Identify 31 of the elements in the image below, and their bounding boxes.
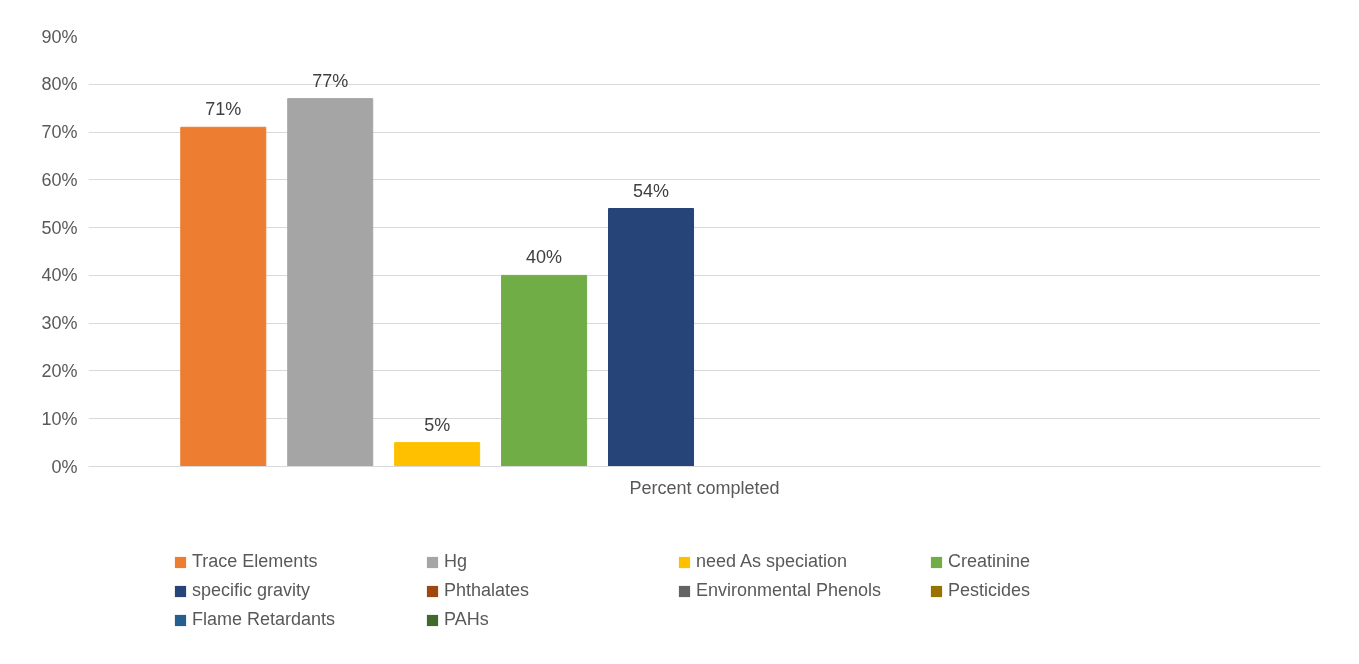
bar xyxy=(287,98,374,467)
legend-label: Environmental Phenols xyxy=(696,580,883,601)
legend-label: specific gravity xyxy=(192,580,312,601)
bar xyxy=(394,442,481,467)
y-tick-label: 90% xyxy=(41,26,78,47)
legend-label: Trace Elements xyxy=(192,551,319,572)
y-tick-label: 80% xyxy=(41,74,78,95)
y-tick-label: 0% xyxy=(51,456,78,477)
y-tick-label: 10% xyxy=(41,408,78,429)
bar xyxy=(501,274,588,467)
y-tick-label: 40% xyxy=(41,265,78,286)
legend-label: Flame Retardants xyxy=(192,609,337,630)
data-label: 5% xyxy=(424,414,451,435)
data-label: 40% xyxy=(526,247,563,268)
bar xyxy=(608,208,695,467)
y-tick-label: 70% xyxy=(41,122,78,143)
legend-label: PAHs xyxy=(444,609,490,630)
x-tick-label: Percent completed xyxy=(629,477,780,498)
y-tick-label: 30% xyxy=(41,313,78,334)
y-tick-label: 60% xyxy=(41,169,78,190)
legend-label: Creatinine xyxy=(948,551,1032,572)
data-label: 54% xyxy=(633,180,670,201)
legend-label: need As speciation xyxy=(696,551,849,572)
data-label: 77% xyxy=(312,70,349,91)
legend-label: Hg xyxy=(444,551,468,572)
y-tick-label: 50% xyxy=(41,217,78,238)
data-label: 71% xyxy=(205,99,242,120)
y-tick-label: 20% xyxy=(41,360,78,381)
legend-label: Pesticides xyxy=(948,580,1032,601)
legend-label: Phthalates xyxy=(444,580,531,601)
bar xyxy=(180,126,267,467)
